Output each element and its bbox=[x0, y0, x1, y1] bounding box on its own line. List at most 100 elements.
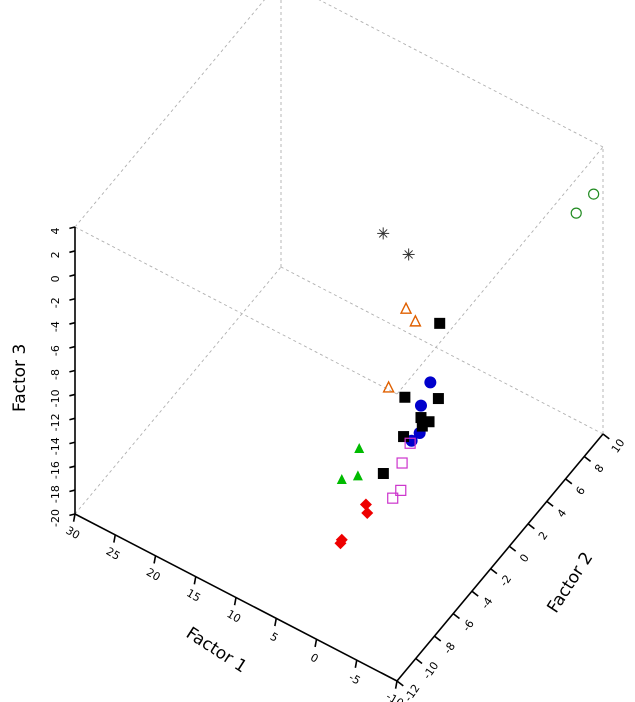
x-tick-label: 15 bbox=[184, 586, 203, 604]
data-point bbox=[415, 412, 427, 424]
y-tick-label: 0 bbox=[517, 552, 532, 565]
data-point bbox=[334, 537, 347, 550]
z-tick-label: 0 bbox=[49, 275, 62, 282]
x-axis-title: Factor 1 bbox=[182, 623, 250, 677]
y-tick-mark bbox=[452, 613, 460, 620]
x-tick-mark bbox=[113, 534, 117, 543]
data-point bbox=[354, 443, 365, 454]
y-tick-mark bbox=[396, 680, 404, 687]
data-point bbox=[424, 376, 437, 389]
data-point bbox=[382, 380, 395, 393]
grid-line bbox=[74, 266, 282, 515]
z-tick-mark bbox=[69, 465, 76, 469]
data-point bbox=[409, 314, 422, 327]
data-points bbox=[334, 188, 600, 550]
y-tick-label: 8 bbox=[592, 462, 607, 475]
z-tick-label: 4 bbox=[49, 228, 62, 235]
x-tick-mark bbox=[314, 639, 318, 648]
z-tick-mark bbox=[69, 489, 76, 493]
data-point bbox=[387, 492, 399, 504]
z-tick-mark bbox=[69, 417, 76, 421]
x-tick-label: 30 bbox=[63, 524, 82, 542]
data-point bbox=[404, 437, 416, 449]
x-tick-label: 25 bbox=[104, 545, 123, 563]
x-tick-mark bbox=[354, 659, 358, 668]
z-tick-label: -4 bbox=[49, 321, 62, 332]
y-tick-label: 6 bbox=[573, 484, 588, 497]
data-point bbox=[398, 431, 410, 443]
data-point bbox=[359, 498, 372, 511]
data-point bbox=[396, 457, 408, 469]
data-point bbox=[399, 301, 413, 314]
x-tick-mark bbox=[394, 680, 398, 689]
x-tick-label: -5 bbox=[347, 671, 363, 688]
z-axis-title: Factor 3 bbox=[10, 344, 30, 412]
data-point bbox=[352, 470, 363, 481]
z-tick-mark bbox=[69, 226, 76, 230]
z-tick-label: -16 bbox=[49, 461, 62, 479]
x-tick-label: 5 bbox=[268, 630, 281, 645]
data-point bbox=[570, 207, 582, 219]
y-tick-label: -6 bbox=[460, 617, 477, 633]
z-tick-label: -12 bbox=[49, 413, 62, 431]
x-tick-label: 0 bbox=[308, 651, 321, 666]
z-tick-mark bbox=[69, 345, 76, 349]
y-tick-mark bbox=[602, 433, 610, 440]
y-tick-label: -10 bbox=[420, 659, 441, 681]
z-tick-mark bbox=[69, 297, 76, 301]
axis-ticks: -10-5051015202530-12-10-8-6-4-20246810-2… bbox=[49, 226, 628, 702]
asterisk-stroke bbox=[404, 250, 414, 259]
z-tick-mark bbox=[69, 513, 76, 517]
x-tick-mark bbox=[153, 555, 157, 564]
data-point bbox=[588, 188, 600, 200]
data-point bbox=[402, 248, 415, 261]
x-tick-mark bbox=[72, 513, 76, 522]
data-point bbox=[395, 484, 407, 496]
grid-line bbox=[74, 0, 265, 228]
y-tick-mark bbox=[546, 500, 554, 507]
y-tick-mark bbox=[508, 545, 517, 552]
z-tick-label: 2 bbox=[49, 251, 62, 258]
z-tick-mark bbox=[69, 393, 76, 397]
x-tick-mark bbox=[274, 618, 278, 627]
x-tick-label: 10 bbox=[224, 607, 243, 625]
y-tick-label: 4 bbox=[555, 507, 570, 520]
z-tick-mark bbox=[69, 321, 76, 325]
y-tick-label: -12 bbox=[402, 682, 423, 702]
y-axis-line bbox=[396, 433, 604, 682]
grid-line bbox=[280, 266, 604, 435]
y-tick-label: -8 bbox=[441, 640, 458, 656]
y-axis-title: Factor 2 bbox=[543, 549, 597, 617]
data-point bbox=[434, 317, 446, 329]
z-tick-mark bbox=[69, 441, 76, 445]
y-tick-mark bbox=[433, 635, 442, 642]
data-point bbox=[423, 416, 435, 428]
y-tick-mark bbox=[583, 455, 592, 462]
x-tick-mark bbox=[193, 576, 197, 585]
z-tick-label: -18 bbox=[49, 485, 62, 503]
grid-line bbox=[318, 0, 604, 148]
data-point bbox=[361, 506, 374, 519]
data-point bbox=[377, 227, 390, 240]
z-tick-label: -20 bbox=[49, 509, 62, 527]
y-tick-mark bbox=[471, 590, 479, 597]
x-tick-mark bbox=[233, 597, 237, 606]
y-tick-label: 10 bbox=[609, 437, 628, 456]
y-tick-label: 2 bbox=[536, 529, 551, 542]
z-tick-mark bbox=[69, 274, 76, 278]
data-point bbox=[399, 391, 411, 403]
data-point bbox=[414, 399, 427, 412]
z-tick-label: -6 bbox=[49, 345, 62, 356]
asterisk-stroke bbox=[378, 229, 388, 238]
y-tick-mark bbox=[565, 478, 573, 485]
z-tick-mark bbox=[69, 369, 76, 373]
y-tick-mark bbox=[527, 523, 535, 530]
y-tick-mark bbox=[490, 568, 498, 575]
grid-line bbox=[74, 226, 398, 395]
z-tick-label: -14 bbox=[49, 437, 62, 455]
z-tick-label: -2 bbox=[49, 297, 62, 308]
y-tick-mark bbox=[415, 657, 423, 665]
data-point bbox=[432, 393, 444, 405]
grid-line bbox=[396, 146, 604, 395]
